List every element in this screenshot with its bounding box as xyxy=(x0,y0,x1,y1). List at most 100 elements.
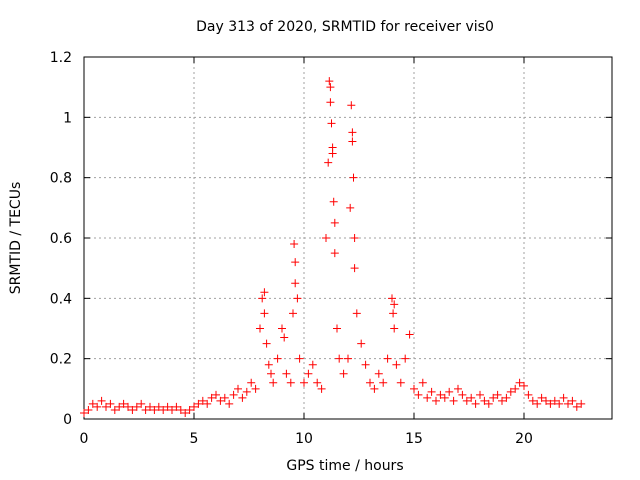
y-tick-label: 0.2 xyxy=(50,352,72,368)
data-point xyxy=(293,294,302,303)
data-point xyxy=(330,249,339,258)
data-point xyxy=(537,393,546,402)
data-point xyxy=(366,378,374,387)
data-point xyxy=(436,390,445,399)
data-point xyxy=(168,405,176,414)
data-points xyxy=(80,77,586,417)
data-point xyxy=(564,399,572,408)
x-tick-label: 15 xyxy=(405,431,423,447)
data-point xyxy=(225,399,234,408)
data-point xyxy=(427,387,436,396)
data-point xyxy=(273,354,282,363)
data-point xyxy=(262,339,271,348)
x-tick-label: 0 xyxy=(80,431,89,447)
data-point xyxy=(146,402,154,411)
data-point xyxy=(128,405,137,414)
x-tick-label: 5 xyxy=(190,431,199,447)
data-point xyxy=(458,390,467,399)
data-point xyxy=(410,384,418,393)
data-point xyxy=(327,119,336,128)
data-point xyxy=(528,396,537,405)
data-point xyxy=(559,393,568,402)
data-point xyxy=(489,393,498,402)
y-tick-label: 1.2 xyxy=(50,50,72,66)
data-point xyxy=(137,399,146,408)
data-point xyxy=(267,369,275,378)
data-point xyxy=(119,399,128,408)
data-point xyxy=(326,98,335,107)
data-point xyxy=(159,405,168,414)
data-point xyxy=(238,393,247,402)
data-point xyxy=(515,378,524,387)
data-point xyxy=(462,396,471,405)
data-point xyxy=(577,399,586,408)
data-point xyxy=(322,234,330,242)
chart-title: Day 313 of 2020, SRMTID for receiver vis… xyxy=(196,19,494,35)
data-point xyxy=(550,396,559,405)
data-point xyxy=(344,354,352,363)
data-point xyxy=(229,390,238,399)
data-point xyxy=(84,405,93,414)
data-point xyxy=(295,354,304,363)
data-point xyxy=(150,405,159,414)
data-point xyxy=(260,288,269,297)
data-point xyxy=(339,369,348,378)
data-point xyxy=(374,369,383,378)
data-point xyxy=(264,360,273,369)
data-point xyxy=(163,402,172,411)
data-point xyxy=(471,399,480,408)
data-point xyxy=(390,324,399,333)
data-point xyxy=(324,158,333,167)
data-point xyxy=(328,149,337,158)
data-point xyxy=(329,197,338,206)
data-point xyxy=(520,381,528,390)
data-point xyxy=(220,393,229,402)
data-point xyxy=(278,324,286,333)
data-point xyxy=(361,360,370,369)
data-point xyxy=(418,378,427,387)
data-point xyxy=(506,387,515,396)
data-point xyxy=(313,378,322,387)
data-point xyxy=(330,218,339,227)
data-point xyxy=(546,399,555,408)
data-point xyxy=(216,396,225,405)
data-point xyxy=(350,264,359,273)
data-point xyxy=(325,77,334,86)
data-point xyxy=(432,396,440,405)
data-point xyxy=(308,360,317,369)
data-point xyxy=(326,83,335,92)
data-point xyxy=(181,408,190,417)
data-point xyxy=(401,354,410,363)
y-tick-label: 0.4 xyxy=(50,291,72,307)
data-point xyxy=(88,399,97,408)
data-point xyxy=(555,399,564,408)
data-point xyxy=(370,384,379,393)
y-tick-label: 0 xyxy=(63,412,72,428)
data-point xyxy=(110,405,119,414)
data-point xyxy=(445,387,454,396)
data-point xyxy=(348,137,357,146)
data-point xyxy=(440,393,449,402)
data-point xyxy=(568,396,577,405)
x-tick-label: 10 xyxy=(295,431,313,447)
data-point xyxy=(258,294,267,303)
data-point xyxy=(350,234,359,242)
data-point xyxy=(352,309,361,318)
data-point xyxy=(449,396,458,405)
x-tick-label: 20 xyxy=(515,431,533,447)
y-tick-label: 0.6 xyxy=(50,231,72,247)
data-point xyxy=(467,393,476,402)
data-point xyxy=(357,339,366,348)
data-point xyxy=(290,240,299,249)
data-point xyxy=(480,396,489,405)
data-point xyxy=(572,402,581,411)
data-point xyxy=(172,402,181,411)
data-point xyxy=(289,309,297,318)
axis-ticks: 0 0.2 0.4 0.6 0.8 1 1.2 0 5 10 15 20 xyxy=(50,50,612,447)
data-point xyxy=(317,384,326,393)
data-point xyxy=(300,378,308,387)
data-point xyxy=(80,408,88,417)
data-point xyxy=(524,390,533,399)
data-point xyxy=(124,402,132,411)
data-point xyxy=(414,390,423,399)
